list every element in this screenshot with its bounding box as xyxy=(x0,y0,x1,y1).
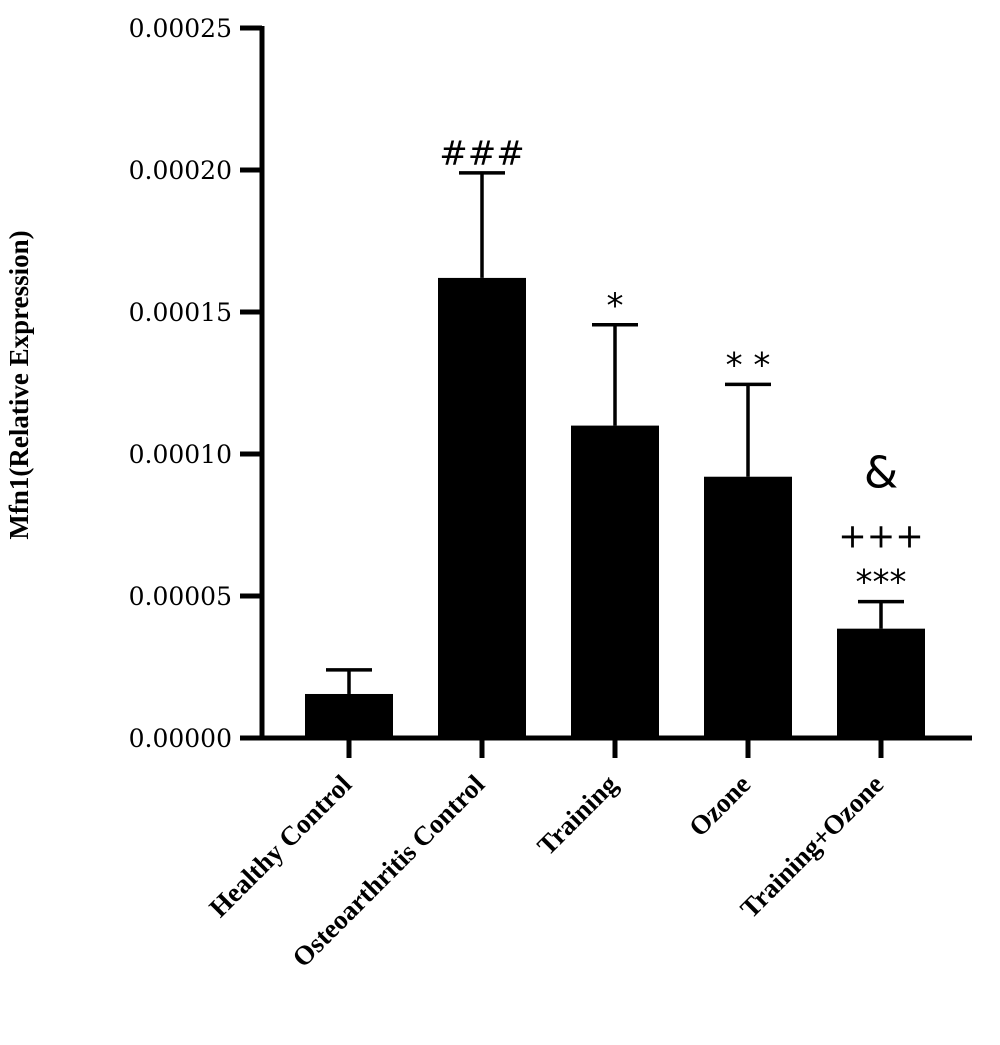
x-tick-label: Ozone xyxy=(683,769,756,842)
significance-layer: ### * * * *** +++ & xyxy=(439,134,923,603)
bar xyxy=(837,628,925,738)
y-tick-label: 0.00025 xyxy=(129,14,232,43)
significance-label: * xyxy=(607,286,624,326)
y-tick-label: 0.00005 xyxy=(129,582,232,611)
significance-label: * * xyxy=(726,345,771,385)
y-axis-title: Mfn1(Relative Expression) xyxy=(4,230,34,539)
significance-label: ### xyxy=(439,134,524,174)
bar xyxy=(438,277,526,738)
y-tick-label: 0.00000 xyxy=(129,724,232,753)
error-bars-layer xyxy=(326,171,904,694)
y-tick-label: 0.00020 xyxy=(129,156,232,185)
y-ticks-layer: 0.00000 0.00005 0.00010 0.00015 0.00020 0.000… xyxy=(129,14,262,753)
significance-label: & xyxy=(864,448,898,499)
y-tick-label: 0.00015 xyxy=(129,298,232,327)
significance-label: *** xyxy=(856,563,907,603)
bars-layer xyxy=(305,277,925,738)
bar xyxy=(305,693,393,738)
x-tick-label: Training xyxy=(531,769,623,861)
x-tick-label: Training+Ozone xyxy=(734,769,889,924)
significance-label: +++ xyxy=(838,517,923,557)
bar xyxy=(571,425,659,738)
bar xyxy=(704,476,792,738)
y-tick-label: 0.00010 xyxy=(129,440,232,469)
x-tick-label: Healthy Control xyxy=(203,769,357,923)
